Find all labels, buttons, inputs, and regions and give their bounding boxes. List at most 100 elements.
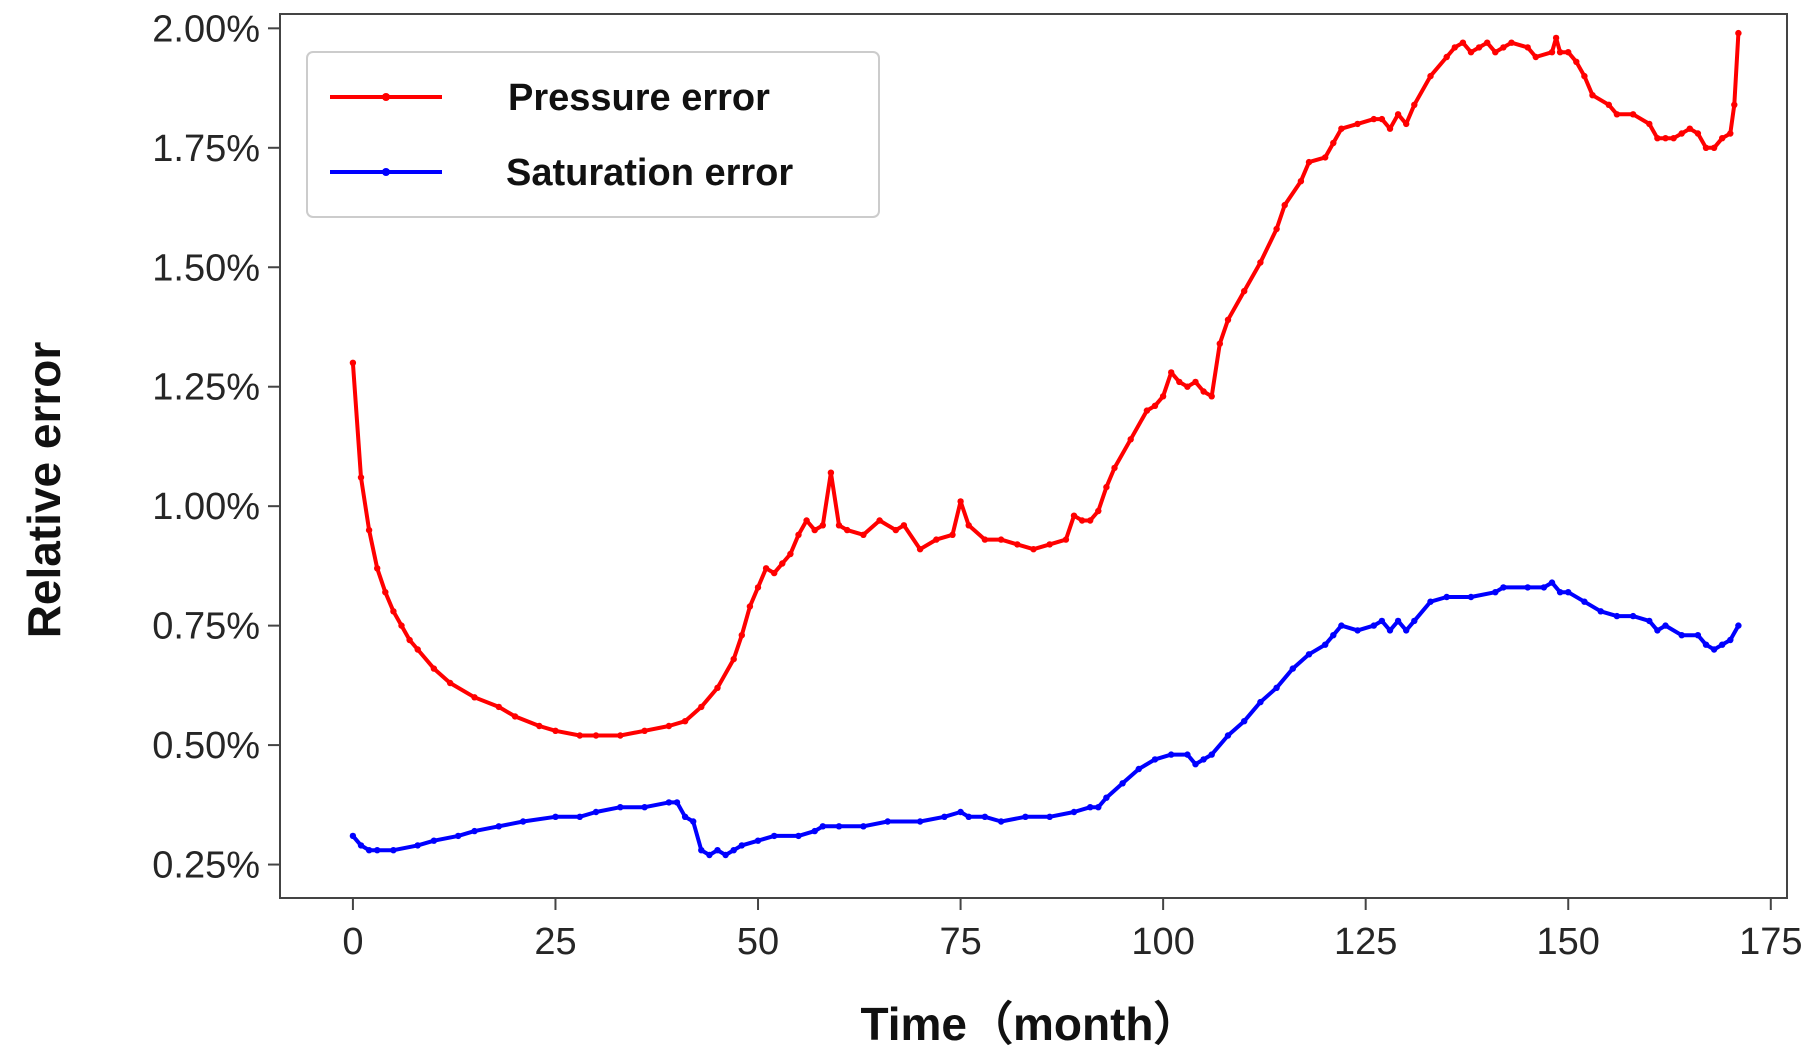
data-point [1168,751,1175,758]
legend-marker-pressure-error [382,93,390,101]
data-point [1556,49,1564,56]
data-point [1305,651,1313,658]
data-point [390,847,397,854]
y-tick-label: 0.25% [152,845,260,887]
data-point [1062,536,1070,543]
data-point [965,522,972,529]
data-point [1151,756,1159,763]
data-point [519,818,527,825]
data-point [455,832,462,840]
data-point [1710,646,1718,653]
data-point [1475,44,1483,51]
data-point [1508,39,1515,46]
legend-label-saturation-error: Saturation error [506,152,793,194]
data-point [1200,388,1207,395]
data-point [1459,39,1467,46]
data-point [1095,804,1102,811]
data-point [860,531,867,538]
data-point [844,526,851,534]
data-point [430,837,438,844]
y-tick-label: 0.75% [152,606,260,648]
data-point [1046,541,1053,548]
data-point [1159,393,1167,400]
data-point [1135,765,1143,773]
data-point [430,665,438,672]
data-point [714,847,721,854]
data-point [536,722,543,730]
data-point [876,517,883,524]
data-point [617,804,624,811]
data-point [738,632,745,639]
data-point [552,813,559,820]
data-point [1556,589,1564,596]
data-point [1176,378,1183,386]
data-point [1443,593,1450,601]
data-point [1386,627,1394,634]
data-point [1281,201,1288,209]
data-point [698,703,705,711]
data-point [1548,579,1556,586]
data-point [819,522,826,529]
x-tick-label: 150 [1537,921,1600,963]
data-point [1427,72,1434,80]
data-point [592,732,600,739]
data-point [762,565,770,572]
data-point [1678,632,1685,639]
data-point [1168,369,1175,376]
data-point [1119,780,1126,787]
data-point [1403,627,1410,634]
data-point [1338,622,1345,629]
data-point [1378,617,1386,625]
data-point [1046,813,1053,820]
data-point [892,526,899,534]
data-point [357,474,365,481]
series-saturation-error [349,579,1742,859]
data-point [1127,436,1134,443]
data-point [754,584,762,591]
data-point [811,526,818,534]
data-point [1629,111,1637,118]
data-point [1103,483,1110,491]
data-point [1087,517,1094,524]
data-point [374,565,381,572]
legend-label-pressure-error: Pressure error [508,77,770,119]
y-axis: 0.25% 0.50% 0.75% 1.00% 1.25% 1.50% 1.75% 2.00% [152,8,280,887]
data-point [390,608,397,615]
data-point [1662,622,1669,629]
data-point [787,550,794,558]
legend-marker-saturation-error [382,168,390,176]
x-tick-label: 50 [737,921,779,963]
data-point [1492,49,1499,56]
data-point [957,808,964,816]
data-point [1192,378,1199,386]
series-line-saturation-error [351,580,1741,857]
data-point [365,847,373,854]
data-point [1719,641,1726,648]
data-point [997,818,1005,825]
data-point [471,694,478,701]
data-point [1710,144,1718,151]
data-point [357,842,365,849]
data-point [835,823,843,830]
data-point [965,813,972,820]
data-point [1411,101,1418,109]
data-point [690,818,697,825]
x-tick-label: 0 [342,921,363,963]
data-point [1573,58,1580,65]
data-point [1394,617,1402,625]
data-point [1289,665,1297,672]
data-point [698,847,705,854]
data-point [592,808,600,816]
data-point [1241,718,1248,725]
data-point [803,517,810,524]
data-point [1078,517,1086,524]
data-point [860,823,867,830]
data-point [1014,541,1021,548]
data-point [1500,584,1507,591]
x-tick-label: 125 [1334,921,1397,963]
data-point [1605,101,1613,109]
data-point [1070,512,1078,519]
data-point [1297,178,1305,185]
data-point [1322,154,1329,161]
